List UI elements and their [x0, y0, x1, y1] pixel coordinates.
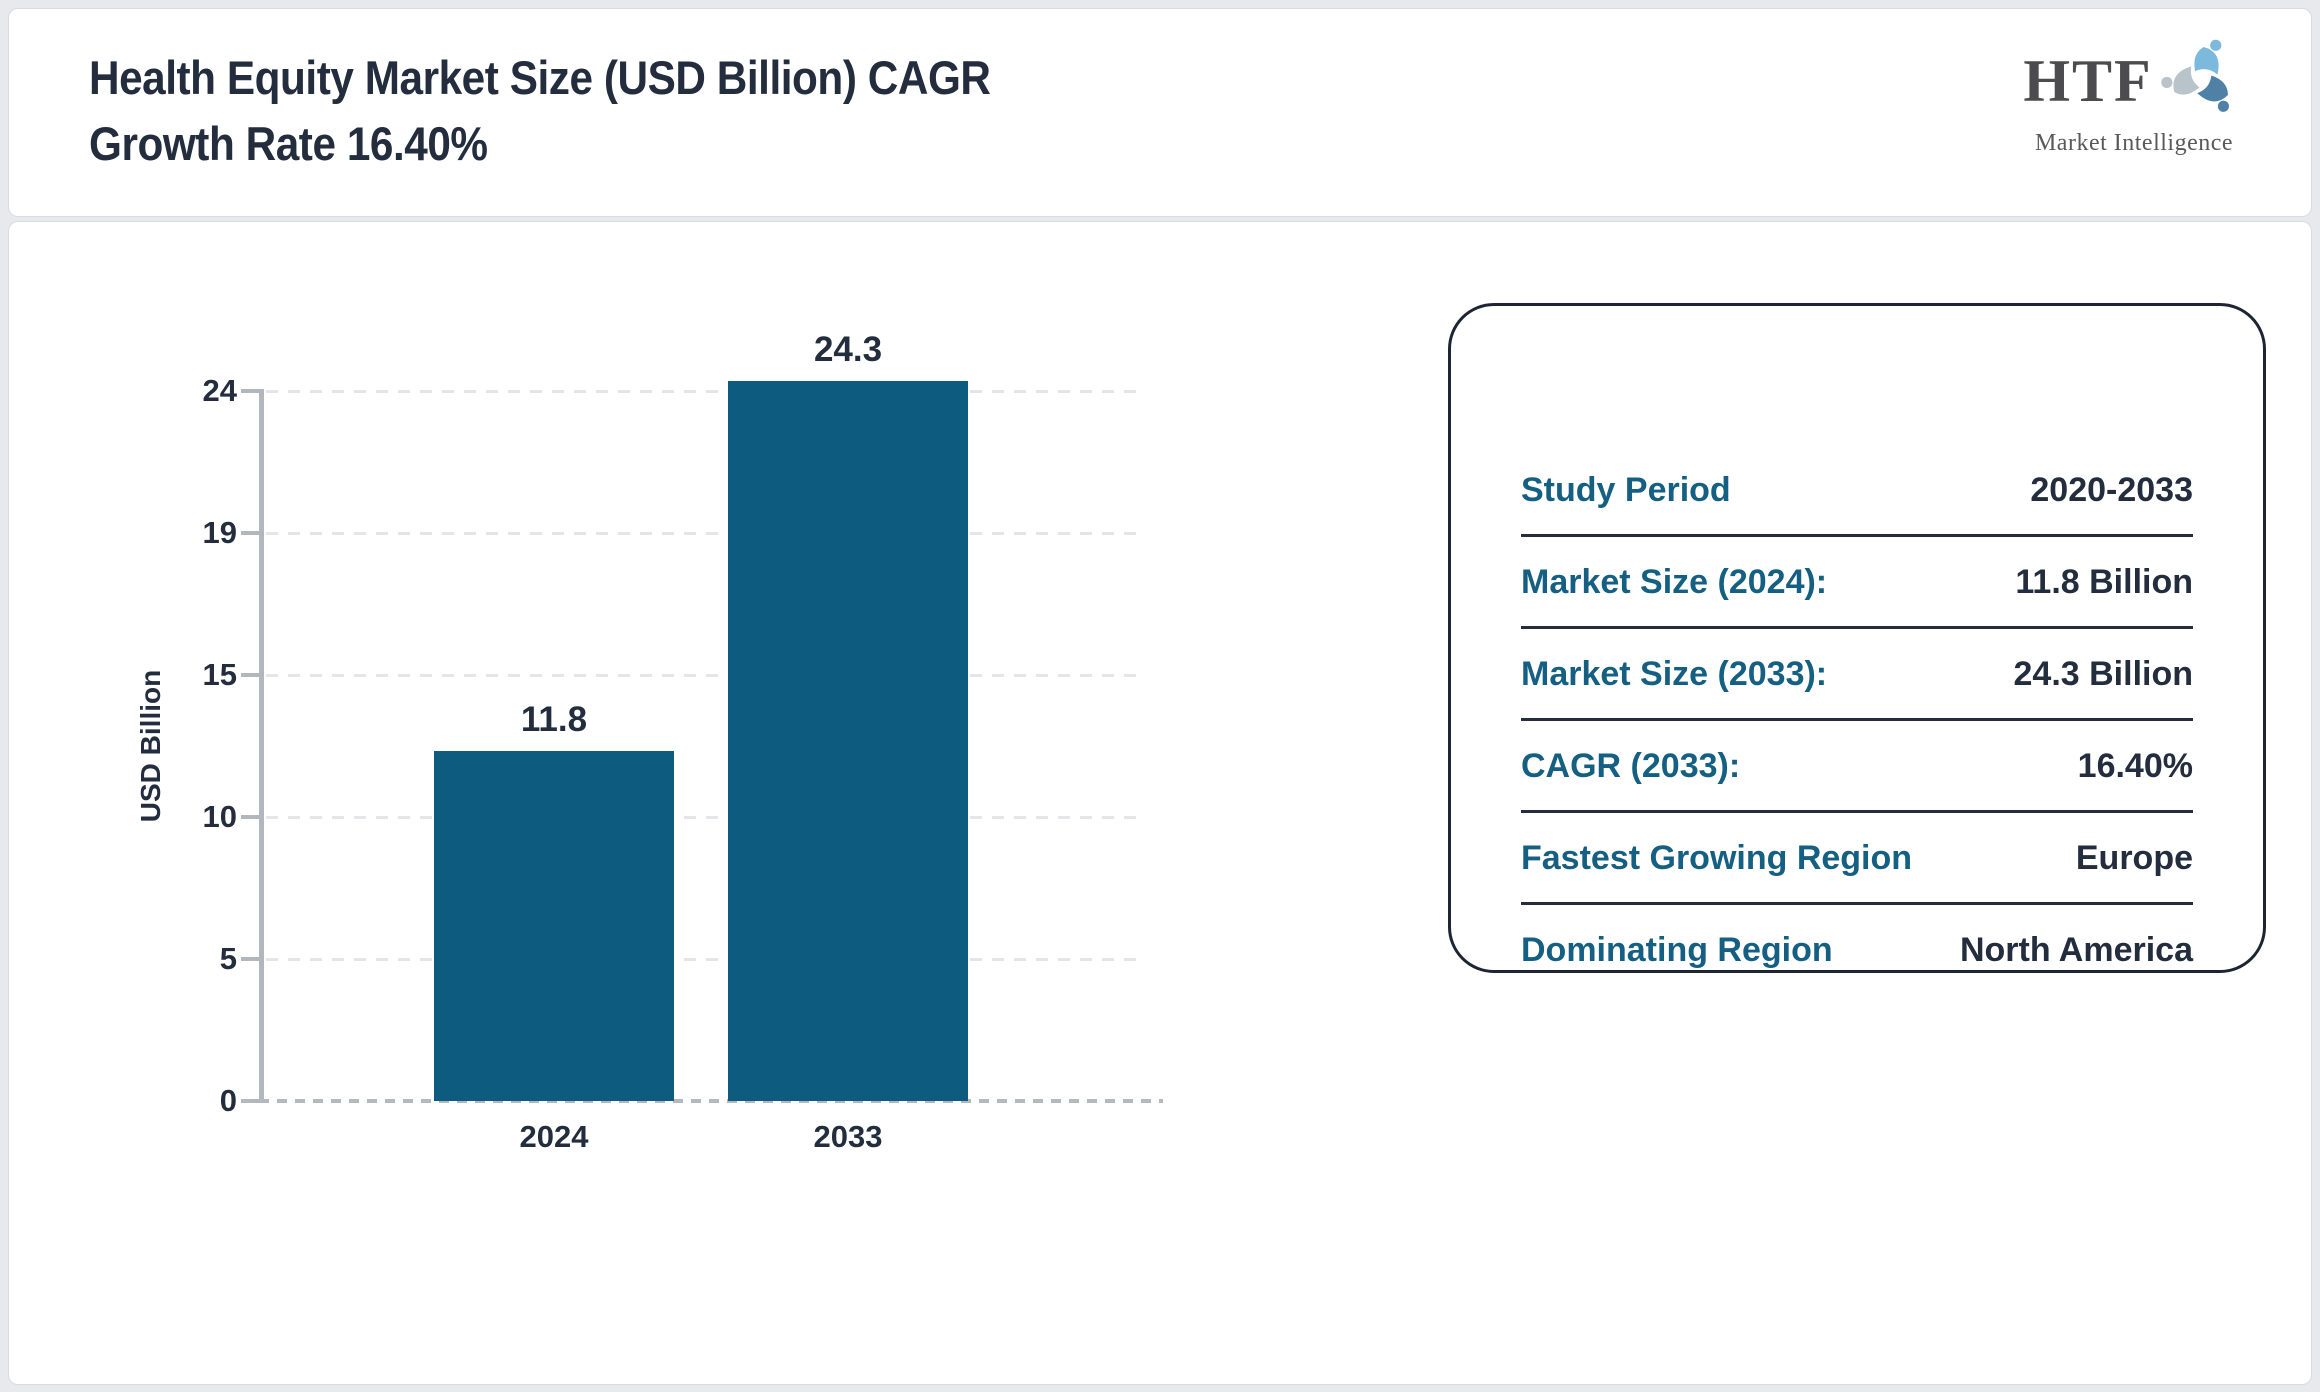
bar-2033: [728, 381, 968, 1101]
summary-row-dominating-region: Dominating Region North America: [1521, 904, 2193, 996]
logo: HTF Market Inte: [2009, 35, 2259, 157]
divider: [1521, 626, 2193, 629]
divider: [1521, 718, 2193, 721]
summary-label: Market Size (2033):: [1521, 654, 1828, 693]
y-tick-label: 15: [202, 657, 237, 692]
divider: [1521, 534, 2193, 537]
summary-row-study-period: Study Period 2020-2033: [1521, 444, 2193, 536]
summary-label: Dominating Region: [1521, 930, 1833, 969]
bar-value-label: 24.3: [813, 330, 883, 369]
summary-value: Europe: [2075, 838, 2193, 877]
logo-text: HTF: [2023, 47, 2153, 114]
bar-value-label: 11.8: [520, 700, 588, 739]
summary-row-fastest-growing-region: Fastest Growing Region Europe: [1521, 812, 2193, 904]
page-title-line2: Growth Rate 16.40%: [89, 117, 488, 170]
gridline: [266, 674, 1146, 677]
divider: [1521, 902, 2193, 905]
gridline: [266, 958, 1146, 961]
logo-subtext: Market Intelligence: [2034, 130, 2234, 156]
summary-value: North America: [1959, 930, 2193, 969]
summary-value: 11.8 Billion: [2015, 562, 2193, 601]
gridline: [266, 816, 1146, 819]
summary-value: 2020-2033: [2030, 470, 2193, 509]
summary-label: CAGR (2033):: [1521, 746, 1741, 785]
summary-row-cagr: CAGR (2033): 16.40%: [1521, 720, 2193, 812]
summary-label: Fastest Growing Region: [1521, 838, 1913, 877]
gridline: [266, 390, 1146, 393]
page-title-line1: Health Equity Market Size (USD Billion) …: [89, 51, 991, 104]
y-tick-mark: [241, 815, 259, 819]
y-axis-line: [259, 389, 264, 1103]
x-axis-line: [241, 1099, 1163, 1103]
page-title: Health Equity Market Size (USD Billion) …: [89, 45, 991, 177]
summary-value: 16.40%: [2077, 746, 2193, 785]
summary-label: Market Size (2024):: [1521, 562, 1828, 601]
y-tick-label: 5: [219, 941, 237, 976]
y-tick-label: 10: [202, 799, 237, 834]
summary-value: 24.3 Billion: [2013, 654, 2194, 693]
summary-row-market-size-2024: Market Size (2024): 11.8 Billion: [1521, 536, 2193, 628]
summary-row-market-size-2033: Market Size (2033): 24.3 Billion: [1521, 628, 2193, 720]
y-tick-mark: [241, 531, 259, 535]
divider: [1521, 810, 2193, 813]
header-card: Health Equity Market Size (USD Billion) …: [8, 8, 2312, 217]
y-tick-label: 0: [219, 1083, 237, 1118]
x-tick-label: 2024: [519, 1119, 589, 1154]
content-card: USD Billion 24 19 15 10 5 0 11.8 24.3 20…: [8, 221, 2312, 1385]
y-tick-mark: [241, 673, 259, 677]
gridline: [266, 532, 1146, 535]
y-tick-label: 24: [202, 373, 237, 408]
y-tick-label: 19: [202, 515, 237, 550]
summary-label: Study Period: [1521, 470, 1731, 509]
y-tick-mark: [241, 957, 259, 961]
bar-2024: [434, 751, 674, 1101]
y-tick-mark: [241, 389, 259, 393]
summary-panel: Study Period 2020-2033 Market Size (2024…: [1448, 303, 2266, 973]
logo-people-swirl-icon: [2159, 35, 2245, 126]
x-tick-label: 2033: [813, 1119, 883, 1154]
